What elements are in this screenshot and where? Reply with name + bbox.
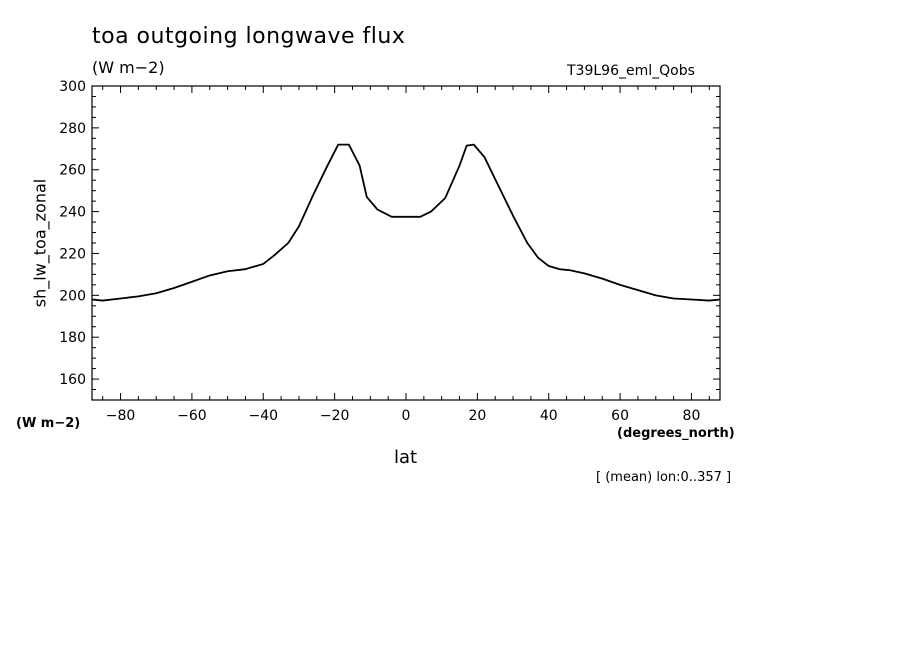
series-line xyxy=(91,143,721,302)
x-tick-label: −20 xyxy=(320,408,350,424)
x-tick-label: 0 xyxy=(402,408,411,424)
averaging-note: [ (mean) lon:0..357 ] xyxy=(596,470,732,485)
chart-units: (W m−2) xyxy=(92,58,165,77)
x-tick-label: 60 xyxy=(611,408,629,424)
tick-labels: −80 −60 −40 −20 0 20 40 60 80 160 180 200 220 240 260 2… xyxy=(59,79,700,424)
y-axis-units: (W m−2) xyxy=(16,416,81,431)
y-tick-label: 300 xyxy=(59,79,86,95)
x-tick-label: −40 xyxy=(248,408,278,424)
y-tick-label: 200 xyxy=(59,288,86,304)
chart-title: toa outgoing longwave flux xyxy=(92,24,406,49)
x-tick-label: 80 xyxy=(683,408,701,424)
y-tick-label: 160 xyxy=(59,372,86,388)
plot-frame xyxy=(91,85,721,401)
x-tick-label: 20 xyxy=(468,408,486,424)
x-tick-label: −80 xyxy=(106,408,136,424)
x-axis-label: lat xyxy=(394,447,418,468)
y-tick-label: 280 xyxy=(59,121,86,137)
y-tick-label: 240 xyxy=(59,205,86,221)
x-axis-units: (degrees_north) xyxy=(617,426,735,441)
dataset-label: T39L96_eml_Qobs xyxy=(567,63,695,79)
y-tick-label: 260 xyxy=(59,163,86,179)
y-tick-label: 180 xyxy=(59,330,86,346)
x-tick-label: −60 xyxy=(177,408,207,424)
y-tick-label: 220 xyxy=(59,246,86,262)
x-tick-label: 40 xyxy=(540,408,558,424)
axis-ticks xyxy=(92,85,720,400)
